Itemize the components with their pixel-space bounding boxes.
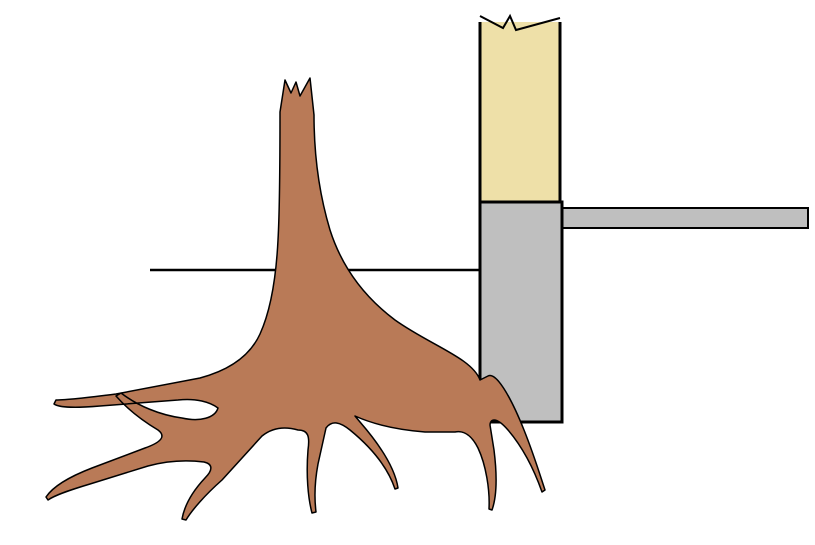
wall-stud [480,18,560,202]
tree-roots [46,78,545,520]
break-mask [476,0,564,22]
floor-slab [560,208,808,228]
diagram-canvas [0,0,815,545]
